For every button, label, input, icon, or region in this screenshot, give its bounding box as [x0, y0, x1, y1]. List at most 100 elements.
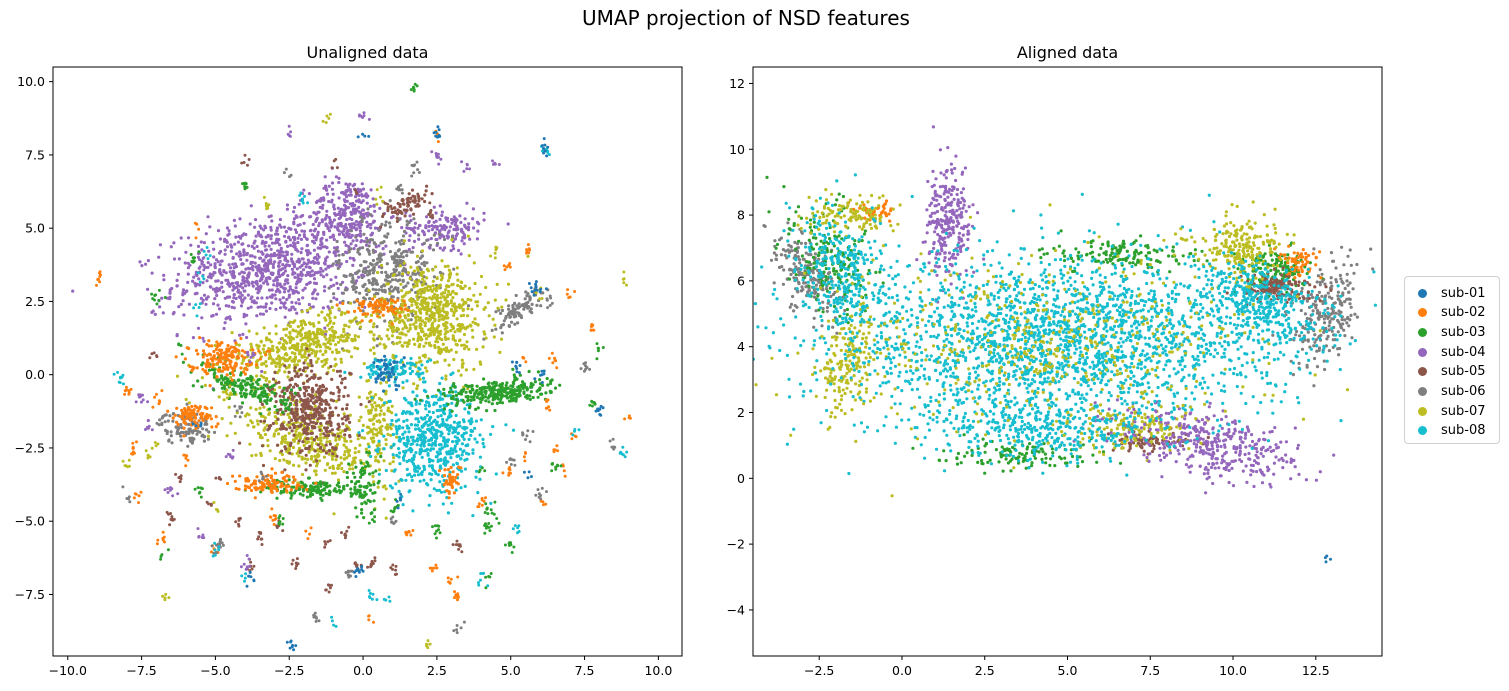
scatter-point — [416, 297, 420, 301]
scatter-point — [202, 439, 206, 443]
scatter-point — [222, 398, 226, 402]
scatter-point — [399, 366, 403, 370]
scatter-point — [400, 372, 404, 376]
scatter-point — [227, 405, 231, 409]
scatter-point — [516, 306, 520, 310]
scatter-point — [241, 262, 245, 266]
scatter-point — [232, 296, 236, 300]
scatter-point — [399, 282, 403, 286]
scatter-point — [271, 348, 275, 352]
scatter-point — [224, 271, 228, 275]
scatter-point — [246, 306, 250, 310]
scatter-point — [396, 201, 400, 206]
scatter-point — [340, 466, 344, 471]
scatter-point — [351, 209, 355, 213]
scatter-point — [264, 302, 268, 306]
scatter-point — [340, 417, 344, 421]
scatter-point — [290, 418, 294, 422]
scatter-point — [446, 231, 450, 235]
scatter-point — [341, 422, 345, 426]
scatter-point — [430, 426, 434, 430]
scatter-point — [249, 305, 253, 309]
scatter-point — [358, 210, 362, 214]
scatter-point — [456, 327, 460, 332]
scatter-point — [427, 443, 431, 447]
scatter-point — [296, 236, 300, 240]
scatter-point — [404, 316, 408, 320]
scatter-point — [342, 453, 346, 457]
scatter-point — [274, 364, 278, 368]
scatter-point — [442, 462, 446, 466]
scatter-point — [289, 257, 294, 261]
scatter-point — [330, 187, 334, 191]
scatter-point — [371, 422, 376, 426]
scatter-point — [364, 314, 368, 318]
scatter-point — [378, 412, 382, 416]
scatter-point — [472, 293, 476, 297]
scatter-point — [172, 241, 176, 245]
scatter-point — [281, 395, 286, 399]
scatter-point — [404, 333, 408, 337]
scatter-point — [414, 451, 418, 455]
scatter-point — [375, 281, 379, 285]
scatter-point — [312, 407, 317, 412]
scatter-point — [305, 425, 309, 429]
scatter-point — [469, 429, 473, 433]
scatter-point — [466, 307, 470, 311]
scatter-point — [164, 428, 168, 432]
scatter-point — [367, 270, 371, 274]
scatter-point — [337, 176, 341, 180]
scatter-point — [256, 285, 260, 290]
scatter-point — [349, 242, 353, 246]
scatter-point — [138, 260, 142, 264]
scatter-point — [252, 301, 257, 305]
scatter-point — [415, 254, 420, 258]
scatter-point — [401, 386, 405, 390]
scatter-point — [371, 287, 375, 291]
scatter-point — [353, 337, 357, 341]
scatter-point — [431, 295, 435, 299]
scatter-points — [71, 82, 632, 652]
scatter-point — [418, 367, 422, 371]
scatter-point — [446, 264, 450, 268]
scatter-point — [425, 308, 429, 312]
scatter-point — [333, 471, 337, 475]
scatter-point — [301, 414, 305, 418]
scatter-point — [316, 339, 320, 343]
scatter-point — [438, 217, 442, 221]
scatter-point — [282, 392, 287, 396]
scatter-point — [274, 307, 278, 311]
scatter-point — [181, 299, 185, 303]
scatter-point — [186, 236, 191, 240]
scatter-point — [454, 350, 458, 354]
scatter-point — [340, 230, 344, 234]
scatter-point — [426, 453, 430, 457]
scatter-point — [433, 330, 437, 334]
scatter-point — [316, 292, 320, 296]
scatter-point — [293, 307, 297, 311]
scatter-point — [417, 420, 421, 424]
scatter-point — [402, 250, 406, 254]
scatter-point — [376, 270, 380, 275]
scatter-point — [466, 304, 471, 308]
scatter-point — [507, 307, 511, 311]
scatter-point — [368, 281, 372, 285]
scatter-point — [269, 247, 273, 251]
scatter-point — [288, 403, 292, 407]
scatter-point — [423, 263, 427, 268]
scatter-point — [370, 231, 374, 235]
scatter-point — [408, 327, 412, 331]
scatter-point — [337, 437, 341, 441]
scatter-point — [250, 244, 254, 248]
scatter-point — [393, 210, 397, 214]
scatter-point — [235, 252, 239, 256]
scatter-point — [391, 295, 395, 299]
scatter-point — [372, 265, 376, 269]
scatter-point — [329, 364, 333, 369]
scatter-point — [442, 303, 446, 307]
scatter-point — [381, 485, 385, 489]
scatter-point — [431, 321, 435, 325]
scatter-point — [231, 300, 235, 304]
scatter-point — [305, 347, 309, 351]
scatter-point — [425, 360, 430, 364]
